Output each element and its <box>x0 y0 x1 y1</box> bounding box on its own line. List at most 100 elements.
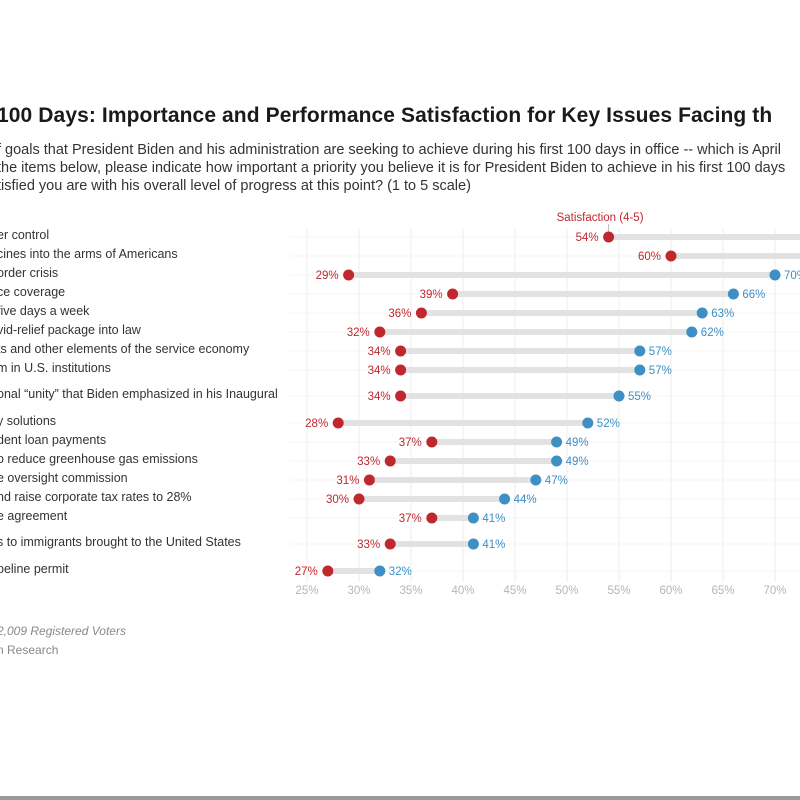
row-label: ce coverage <box>0 285 66 299</box>
window-bottom-edge <box>0 796 800 800</box>
row-label: y solutions <box>0 414 57 428</box>
x-tick-label: 25% <box>295 585 318 597</box>
satisfaction-label: 39% <box>420 289 443 301</box>
satisfaction-dot <box>343 269 355 281</box>
importance-label: 49% <box>566 456 589 468</box>
importance-dot <box>686 326 698 338</box>
chart-title: 100 Days: Importance and Performance Sat… <box>0 104 773 127</box>
x-tick-label: 50% <box>555 585 578 597</box>
satisfaction-label: 34% <box>368 346 391 358</box>
row-label: cines into the arms of Americans <box>0 247 178 261</box>
x-tick-label: 30% <box>347 585 370 597</box>
x-tick-label: 65% <box>711 585 734 597</box>
importance-label: 62% <box>701 327 724 339</box>
row-label: o reduce greenhouse gas emissions <box>0 452 198 466</box>
importance-dot <box>634 345 646 357</box>
importance-dot <box>374 565 386 577</box>
row-label: er control <box>0 228 50 242</box>
subtitle-line-1: f goals that President Biden and his adm… <box>0 142 781 158</box>
satisfaction-dot <box>395 345 407 357</box>
satisfaction-dot <box>426 512 438 524</box>
importance-label: 44% <box>514 494 537 506</box>
chart-subtitle: f goals that President Biden and his adm… <box>0 141 785 195</box>
row-label: s to immigrants brought to the United St… <box>0 535 241 549</box>
row-label: five days a week <box>0 304 90 318</box>
importance-label: 57% <box>649 346 672 358</box>
satisfaction-label: 33% <box>357 456 380 468</box>
satisfaction-dot <box>384 455 396 467</box>
importance-label: 41% <box>482 513 505 525</box>
satisfaction-label: 34% <box>368 391 391 403</box>
row-label: nd raise corporate tax rates to 28% <box>0 490 192 504</box>
satisfaction-dot <box>603 231 615 243</box>
satisfaction-label: 27% <box>295 566 318 578</box>
row-label: e oversight commission <box>0 471 128 485</box>
satisfaction-label: 37% <box>399 513 422 525</box>
satisfaction-dot <box>395 390 407 402</box>
source-note: n Research <box>0 643 59 657</box>
satisfaction-dot <box>322 565 334 577</box>
row-label: dent loan payments <box>0 433 107 447</box>
satisfaction-dot <box>395 364 407 376</box>
importance-dot <box>582 417 594 429</box>
importance-dot <box>727 288 739 300</box>
x-tick-label: 45% <box>503 585 526 597</box>
importance-dot <box>696 307 708 319</box>
satisfaction-label: 32% <box>347 327 370 339</box>
row-label: ts and other elements of the service eco… <box>0 342 250 356</box>
satisfaction-dot <box>363 474 375 486</box>
satisfaction-dot <box>426 436 438 448</box>
importance-label: 55% <box>628 391 651 403</box>
satisfaction-dot <box>447 288 459 300</box>
row-label: e agreement <box>0 509 68 523</box>
satisfaction-label: 36% <box>388 308 411 320</box>
importance-label: 47% <box>545 475 568 487</box>
x-tick-label: 60% <box>659 585 682 597</box>
satisfaction-dot <box>332 417 344 429</box>
importance-label: 57% <box>649 365 672 377</box>
x-tick-label: 70% <box>763 585 786 597</box>
importance-label: 66% <box>742 289 765 301</box>
importance-dot <box>467 512 479 524</box>
satisfaction-label: 31% <box>336 475 359 487</box>
row-label: onal “unity” that Biden emphasized in hi… <box>0 387 278 401</box>
satisfaction-dot <box>353 493 365 505</box>
importance-label: 63% <box>711 308 734 320</box>
satisfaction-dot <box>384 538 396 550</box>
importance-label: 70% <box>784 270 800 282</box>
satisfaction-label: 33% <box>357 539 380 551</box>
importance-dot <box>769 269 781 281</box>
row-label: peline permit <box>0 562 69 576</box>
importance-dot <box>613 390 625 402</box>
row-label: order crisis <box>0 266 59 280</box>
x-tick-label: 55% <box>607 585 630 597</box>
x-tick-label: 35% <box>399 585 422 597</box>
satisfaction-dot <box>665 250 677 262</box>
satisfaction-label: 28% <box>305 418 328 430</box>
importance-label: 49% <box>566 437 589 449</box>
importance-label: 52% <box>597 418 620 430</box>
satisfaction-label: 60% <box>638 251 661 263</box>
importance-dot <box>499 493 511 505</box>
satisfaction-dot <box>415 307 427 319</box>
importance-dot <box>634 364 646 376</box>
importance-dot <box>530 474 542 486</box>
satisfaction-label: 29% <box>316 270 339 282</box>
x-tick-label: 40% <box>451 585 474 597</box>
subtitle-line-2: the items below, please indicate how imp… <box>0 160 786 176</box>
satisfaction-label: 34% <box>368 365 391 377</box>
satisfaction-label: 54% <box>576 232 599 244</box>
satisfaction-label: 30% <box>326 494 349 506</box>
subtitle-line-3: tisfied you are with his overall level o… <box>0 178 471 194</box>
importance-label: 32% <box>389 566 412 578</box>
importance-dot <box>551 436 563 448</box>
row-label: m in U.S. institutions <box>0 361 111 375</box>
importance-dot <box>467 538 479 550</box>
satisfaction-annotation: Satisfaction (4-5) <box>557 212 644 224</box>
sample-note: 2,009 Registered Voters <box>0 624 126 638</box>
row-label: vid-relief package into law <box>0 323 141 337</box>
importance-dot <box>551 455 563 467</box>
satisfaction-dot <box>374 326 386 338</box>
importance-label: 41% <box>482 539 505 551</box>
